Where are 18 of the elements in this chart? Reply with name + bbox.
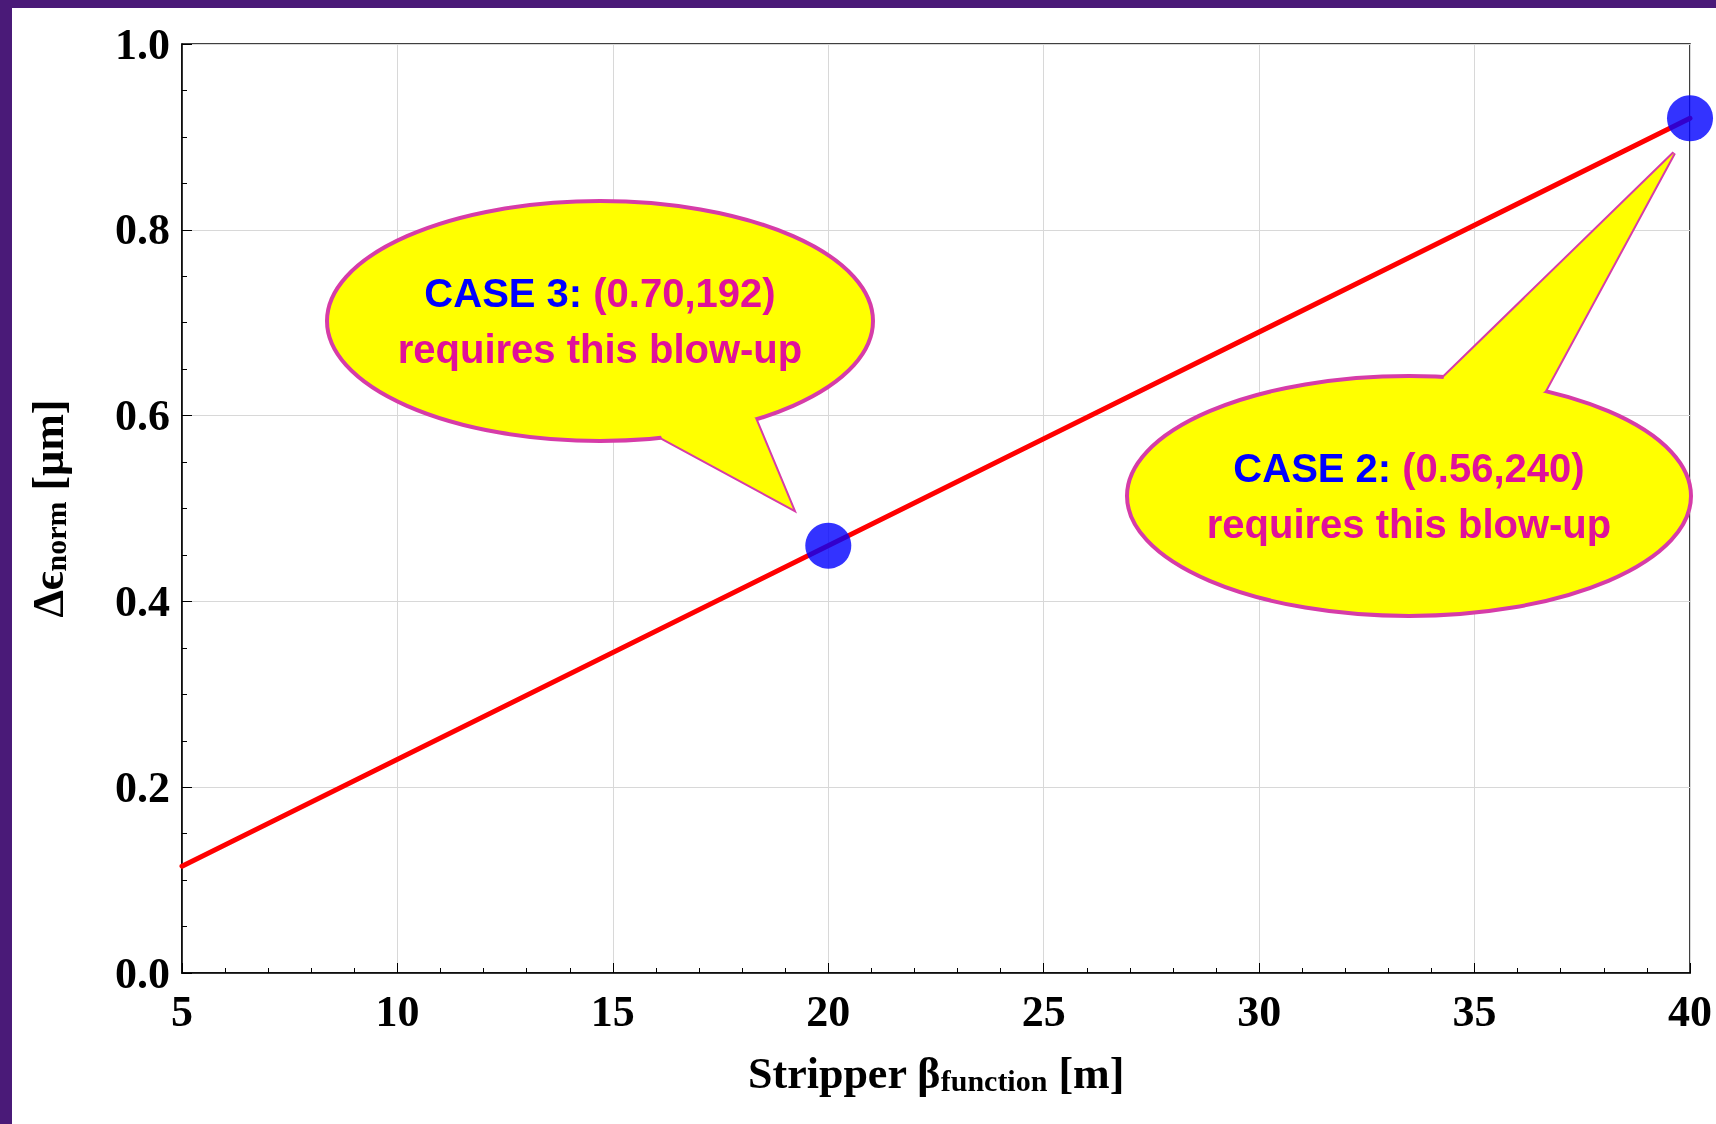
y-tick-label: 0.0 — [115, 948, 170, 998]
x-tick-label: 25 — [1021, 986, 1066, 1036]
x-axis-title: Stripper βfunction [m] — [748, 1048, 1125, 1098]
y-tick-label: 0.8 — [115, 205, 170, 255]
annotation: CASE 2: (0.56,240) requires this blow-up — [1206, 445, 1612, 548]
x-tick-label: 20 — [806, 986, 851, 1036]
y-tick-label: 0.4 — [115, 576, 170, 626]
y-tick-label: 1.0 — [115, 19, 170, 69]
y-tick-label: 0.2 — [115, 762, 170, 812]
x-tick-label: 30 — [1237, 986, 1282, 1036]
x-tick-label: 35 — [1452, 986, 1497, 1036]
y-axis-title: Δϵnorm [μm] — [23, 399, 73, 618]
x-tick-label: 5 — [171, 986, 193, 1036]
x-tick-label: 40 — [1668, 986, 1712, 1036]
annotation: CASE 3: (0.70,192) requires this blow-up — [397, 270, 803, 373]
y-tick-label: 0.6 — [115, 391, 170, 441]
x-tick-label: 15 — [590, 986, 635, 1036]
x-tick-label: 10 — [375, 986, 420, 1036]
